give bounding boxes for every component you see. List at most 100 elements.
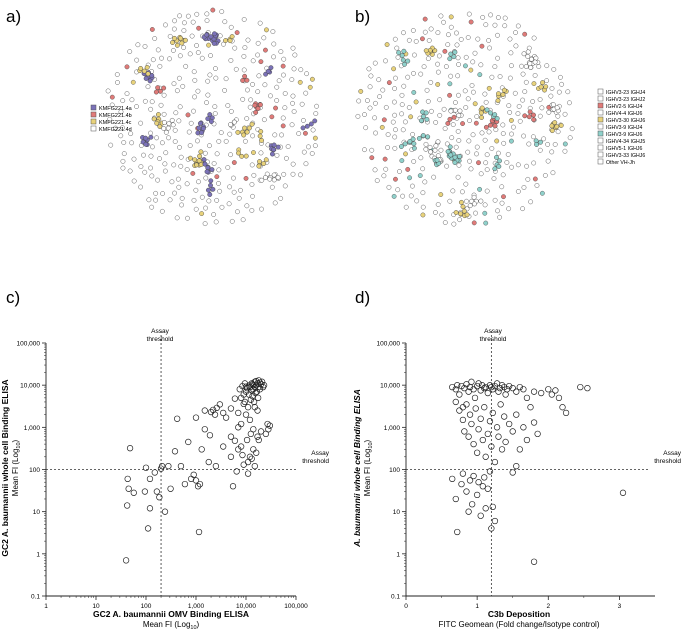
chart-c-xlabel-units-sub: 10 xyxy=(190,625,196,629)
network-node xyxy=(242,138,248,144)
network-node xyxy=(358,88,364,94)
network-node xyxy=(471,220,477,226)
network-node xyxy=(447,81,453,87)
network-node xyxy=(205,78,211,84)
chart-d-y-tick-label: 10,000 xyxy=(380,383,400,390)
legend-a-label-3: KMFG221.4d xyxy=(99,127,132,133)
network-node xyxy=(255,52,261,58)
network-node xyxy=(474,151,479,157)
network-node xyxy=(466,11,472,17)
network-cluster-node xyxy=(453,210,459,215)
network-node xyxy=(394,45,400,51)
network-node xyxy=(249,208,255,213)
chart-d-point xyxy=(513,388,520,395)
network-node xyxy=(545,141,551,147)
network-node xyxy=(172,18,177,24)
network-node xyxy=(385,145,391,150)
legend-a-label-1: KMFG221.4b xyxy=(99,113,132,119)
network-cluster-node xyxy=(207,112,213,117)
network-cluster-node xyxy=(492,123,498,129)
network-node xyxy=(187,143,193,148)
network-cluster-node xyxy=(478,110,484,116)
chart-d-point xyxy=(489,503,496,511)
network-cluster-node xyxy=(244,129,250,135)
network-node xyxy=(258,59,264,65)
chart-d-vline-label-2: threshold xyxy=(480,336,507,343)
legend-b-label-3: IGHV4-4 IGHJ6 xyxy=(606,111,642,117)
chart-d-point xyxy=(506,382,513,390)
chart-d-y-tick-label: 100,000 xyxy=(377,341,401,348)
network-node xyxy=(282,91,288,96)
network-cluster-node xyxy=(521,51,527,57)
chart-d-point xyxy=(509,469,516,476)
network-cluster-node xyxy=(204,169,210,175)
network-node xyxy=(541,136,547,142)
network-node xyxy=(472,50,478,56)
chart-c-point xyxy=(153,488,161,495)
chart-d-hline-label-1: Assay xyxy=(663,450,681,457)
network-node xyxy=(290,100,295,106)
chart-d-point xyxy=(562,409,570,417)
network-cluster-node xyxy=(538,84,544,90)
network-cluster-node xyxy=(546,109,552,115)
network-node xyxy=(159,208,165,214)
network-node xyxy=(369,155,375,161)
chart-d-point xyxy=(465,508,472,515)
network-cluster-node xyxy=(452,49,458,55)
chart-c-point xyxy=(265,426,272,433)
network-node xyxy=(314,103,320,109)
network-node xyxy=(195,88,201,94)
network-node xyxy=(213,75,219,81)
network-node xyxy=(428,79,434,85)
network-node xyxy=(179,195,185,201)
network-node xyxy=(109,102,115,108)
network-node xyxy=(204,100,209,106)
network-node xyxy=(134,104,139,109)
network-node xyxy=(468,166,474,172)
network-node xyxy=(383,166,389,172)
network-cluster-node xyxy=(451,54,457,60)
chart-c-point xyxy=(124,502,131,509)
network-node xyxy=(138,164,144,170)
network-node xyxy=(552,141,558,147)
chart-d-vline-label-1: Assay xyxy=(484,328,502,335)
network-node xyxy=(285,144,291,149)
network-node xyxy=(534,183,540,188)
network-node xyxy=(172,139,178,144)
network-cluster-node xyxy=(434,157,440,163)
network-node xyxy=(157,63,163,69)
network-node xyxy=(443,64,449,69)
network-cluster-node xyxy=(154,120,160,126)
network-node xyxy=(231,189,237,195)
network-node xyxy=(167,56,172,62)
network-cluster-node xyxy=(558,122,564,128)
network-node xyxy=(172,127,178,133)
network-node xyxy=(456,138,462,143)
chart-d-point xyxy=(465,388,472,395)
network-node xyxy=(393,176,398,182)
network-node xyxy=(408,193,414,199)
network-node xyxy=(463,181,469,187)
network-node xyxy=(159,140,165,146)
network-node xyxy=(473,210,478,216)
network-node xyxy=(454,30,459,36)
chart-c-point xyxy=(185,438,192,446)
network-cluster-node xyxy=(202,161,208,167)
network-node xyxy=(207,143,212,149)
network-node xyxy=(176,118,182,124)
network-b xyxy=(355,11,575,227)
chart-c-point xyxy=(244,404,252,411)
network-node xyxy=(470,132,476,138)
network-cluster-node xyxy=(227,38,233,44)
chart-c-point xyxy=(190,471,197,478)
network-node xyxy=(468,19,474,25)
network-node xyxy=(441,106,447,112)
network-node xyxy=(446,32,451,38)
network-node xyxy=(211,212,217,217)
network-node xyxy=(483,220,489,226)
network-cluster-node xyxy=(433,143,439,149)
network-node xyxy=(249,182,255,187)
network-node xyxy=(181,45,187,50)
chart-d-x-tick-label: 1 xyxy=(475,603,479,610)
network-node xyxy=(521,185,527,190)
